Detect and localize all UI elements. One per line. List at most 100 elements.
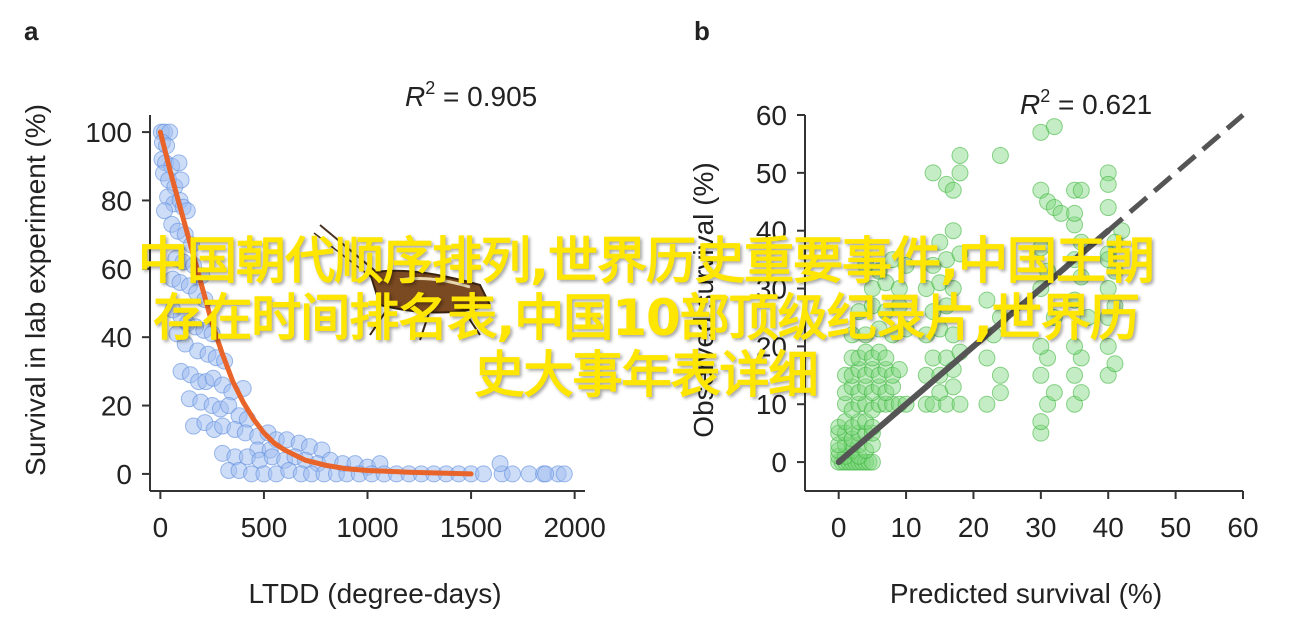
panel-b-data-point <box>870 262 888 280</box>
panel-b-data-point <box>836 424 854 442</box>
panel-b-data-point <box>938 395 956 413</box>
panel-a-y-axis-title: Survival in lab experiment (%) <box>20 104 51 476</box>
panel-b-data-point <box>1099 199 1117 217</box>
panel-a-data-point <box>555 465 573 483</box>
panel-b-x-tick-label: 0 <box>831 512 847 543</box>
panel-b-y-tick-label: 30 <box>756 274 787 305</box>
panel-a-data-point <box>537 465 555 483</box>
panel-b-data-point <box>1106 262 1124 280</box>
panel-b-data-point <box>944 181 962 199</box>
panel-b-data-point <box>863 349 881 367</box>
panel-b-data-point <box>1072 384 1090 402</box>
panel-a-data-point <box>504 465 521 483</box>
panel-b-data-point <box>917 395 935 413</box>
panel-b-x-tick-label: 40 <box>1093 512 1124 543</box>
panel-a: a R2 = 0.905 0 500 1000 1500 2000 0 20 40 60 80 10… <box>20 16 606 609</box>
panel-a-r2-symbol: R <box>405 81 425 112</box>
panel-a-y-tick-label: 100 <box>85 117 132 148</box>
panel-b-data-point <box>836 384 854 402</box>
panel-b-data-point <box>1039 193 1057 211</box>
panel-a-y-tick-label: 40 <box>101 322 132 353</box>
panel-b-axes: 0 10 20 30 40 50 60 0 10 20 30 40 50 60 <box>756 100 1259 543</box>
panel-b-data-point <box>863 361 881 379</box>
panel-b-data-point <box>870 343 888 361</box>
panel-b-data-point <box>944 280 962 298</box>
panel-a-y-tick-label: 80 <box>101 185 132 216</box>
panel-a-x-tick-label: 0 <box>153 512 169 543</box>
panel-b-data-point <box>850 349 868 367</box>
panel-b-data-point <box>951 245 969 263</box>
panel-b-data-point <box>877 349 895 367</box>
panel-b-data-point <box>890 280 908 298</box>
panel-b-y-tick-label: 0 <box>771 447 787 478</box>
panel-a-x-tick-label: 2000 <box>543 512 605 543</box>
panel-b-x-tick-label: 50 <box>1160 512 1191 543</box>
panel-b-data-point <box>1066 181 1084 199</box>
panel-b-data-point <box>1045 384 1063 402</box>
panel-b-data-point <box>1099 245 1117 263</box>
panel-b-data-point <box>1099 175 1117 193</box>
panel-b-data-point <box>890 297 908 315</box>
panel-b-data-point <box>944 326 962 344</box>
panel-b-label: b <box>694 16 710 46</box>
panel-b-data-point <box>1045 118 1063 136</box>
panel-b-data-point <box>938 297 956 315</box>
panel-b-fit-line <box>835 227 1112 466</box>
panel-b-data-point <box>944 222 962 240</box>
panel-b-data-point <box>1052 204 1070 222</box>
panel-b-data-point <box>870 378 888 396</box>
panel-b-data-point <box>850 384 868 402</box>
panel-b-data-point <box>1066 291 1084 309</box>
panel-b-data-point <box>991 366 1009 384</box>
panel-b-x-axis-title: Predicted survival (%) <box>890 578 1162 609</box>
panel-a-fit-curve <box>157 129 474 477</box>
panel-b-data-point <box>897 320 915 338</box>
panel-b-data-point <box>991 146 1009 164</box>
panel-b-data-point <box>1032 413 1050 431</box>
panel-a-data-point <box>475 465 492 483</box>
panel-a-data-point <box>156 202 173 220</box>
panel-b-data-point <box>1099 337 1117 355</box>
panel-b-data-point <box>877 384 895 402</box>
panel-b-y-tick-label: 20 <box>756 331 787 362</box>
panel-a-axes: 0 500 1000 1500 2000 0 20 40 60 80 100 <box>85 115 606 543</box>
panel-b-data-point <box>924 164 942 182</box>
panel-b-data-point <box>857 378 875 396</box>
panel-b-y-tick-label: 10 <box>756 389 787 420</box>
panel-b-x-tick-label: 20 <box>958 512 989 543</box>
panel-b-data-point <box>897 256 915 274</box>
panel-a-data-point <box>170 154 188 172</box>
panel-b-data-point <box>978 291 996 309</box>
panel-b-data-point <box>924 349 942 367</box>
panel-b-data-point <box>938 175 956 193</box>
panel-b-data-point <box>870 366 888 384</box>
panel-b-data-point <box>1045 308 1063 326</box>
panel-b: b R2 = 0.621 0 10 20 30 40 50 600102030405060 … <box>688 16 1259 609</box>
panel-b-data-point <box>877 395 895 413</box>
panel-b-data-point <box>991 384 1009 402</box>
panel-b-data-point <box>944 378 962 396</box>
panel-a-data-point <box>491 455 509 473</box>
panel-b-r2-sup: 2 <box>1040 86 1050 106</box>
panel-b-data-point <box>1072 181 1090 199</box>
panel-a-r2-value: = 0.905 <box>435 81 537 112</box>
panel-b-x-tick-label: 30 <box>1025 512 1056 543</box>
panel-b-data-point <box>951 146 969 164</box>
panel-b-r2-symbol: R <box>1020 89 1040 120</box>
panel-b-y-tick-label: 40 <box>756 216 787 247</box>
panel-a-y-tick-label: 20 <box>101 391 132 422</box>
panel-b-y-tick-label: 60 <box>756 100 787 131</box>
panel-b-data-point <box>843 366 861 384</box>
panel-b-data-point <box>1099 280 1117 298</box>
panel-b-data-point <box>830 418 848 436</box>
panel-b-y-axis-title: Observed survival (%) <box>688 162 719 437</box>
panel-b-data-point <box>884 366 902 384</box>
panel-a-y-tick-label: 60 <box>101 254 132 285</box>
panel-a-x-tick-label: 1000 <box>336 512 398 543</box>
panel-b-data-point <box>1032 366 1050 384</box>
panel-a-data-points <box>152 123 573 483</box>
panel-b-data-point <box>1045 199 1063 217</box>
panel-a-x-tick-label: 500 <box>241 512 288 543</box>
panel-b-r2-value: = 0.621 <box>1050 89 1152 120</box>
